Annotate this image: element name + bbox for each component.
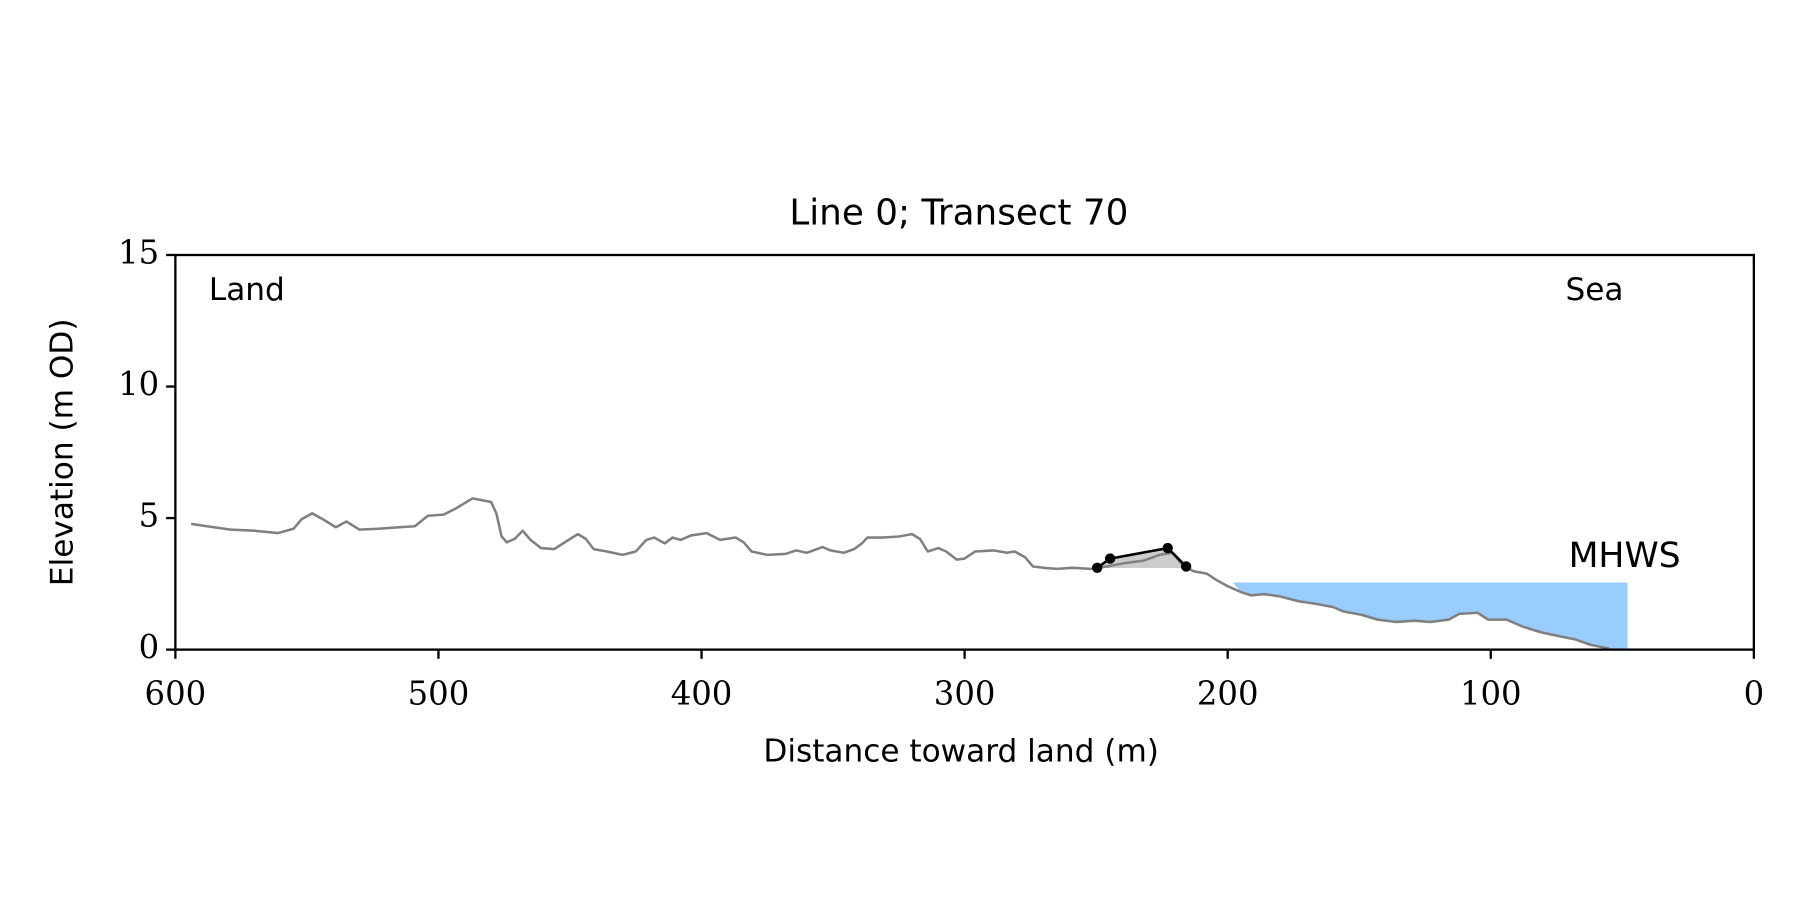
- y-axis-label: Elevation (m OD): [44, 319, 80, 587]
- crest-point: [1104, 553, 1116, 564]
- x-tick-label: 600: [145, 674, 207, 712]
- crest-point: [1180, 561, 1192, 572]
- crest-point: [1162, 542, 1173, 554]
- y-tick-label: 15: [118, 234, 159, 272]
- crest-line: [1096, 546, 1188, 569]
- y-tick-label: 0: [139, 628, 160, 666]
- y-tick-label: 5: [139, 497, 160, 535]
- x-tick-label: 200: [1197, 674, 1259, 712]
- profile-line: [190, 497, 1610, 650]
- x-axis-label: Distance toward land (m): [763, 733, 1159, 769]
- x-tick-label: 500: [408, 674, 470, 712]
- x-tick-label: 0: [1744, 674, 1765, 712]
- x-tick-label: 100: [1460, 674, 1522, 712]
- crest-point: [1092, 562, 1103, 573]
- chart-title: Line 0; Transect 70: [789, 193, 1128, 234]
- mhws-area: [1232, 582, 1628, 650]
- x-tick-label: 400: [671, 674, 733, 712]
- mhws-label: MHWS: [1569, 536, 1681, 576]
- y-tick-label: 10: [118, 365, 159, 403]
- sea-annotation: Sea: [1565, 272, 1623, 308]
- land-annotation: Land: [209, 272, 285, 308]
- x-tick-label: 300: [934, 674, 996, 712]
